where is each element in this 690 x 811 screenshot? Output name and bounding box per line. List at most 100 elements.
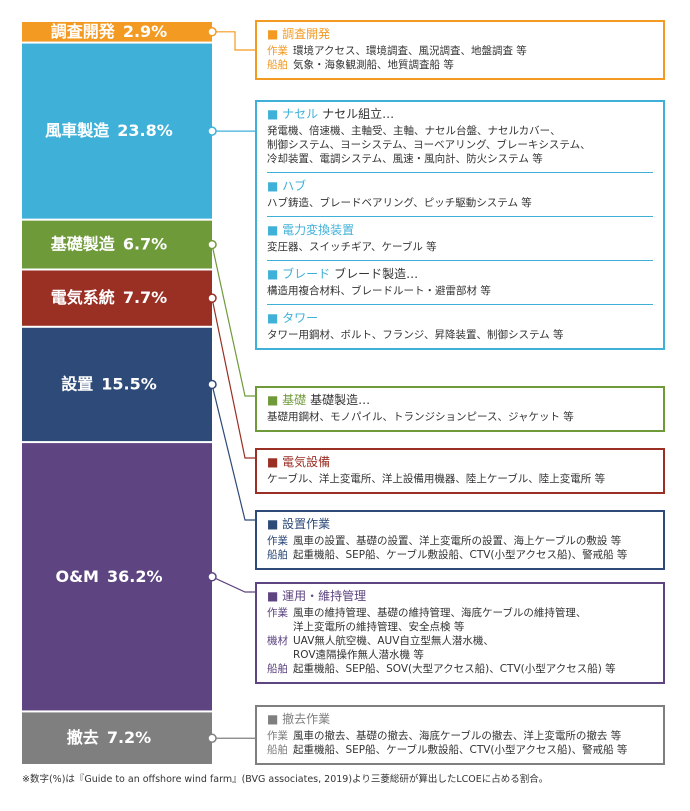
bar-segment: [22, 220, 212, 269]
section: ■ 基礎 基礎製造… 基礎用鋼材、モノパイル、トランジションピース、ジャケット 等: [267, 393, 653, 424]
section-name: 電気設備: [282, 455, 331, 469]
row-text: 風車の撤去、基礎の撤去、海底ケーブルの撤去、洋上変電所の撤去 等: [293, 729, 621, 743]
text-line: ハブ鋳造、ブレードベアリング、ピッチ駆動システム 等: [267, 197, 532, 209]
section: ■ 電気設備 ケーブル、洋上変電所、洋上設備用機器、陸上ケーブル、陸上変電所 等: [267, 455, 653, 486]
row-text: 環境アクセス、環境調査、風況調査、地盤調査 等: [293, 44, 527, 58]
row-text: 風車の維持管理、基礎の維持管理、海底ケーブルの維持管理、 洋上変電所の維持管理、安…: [293, 606, 586, 634]
category-label: 設置: [61, 374, 93, 393]
detail-box: ■ 撤去作業 作業 風車の撤去、基礎の撤去、海底ケーブルの撤去、洋上変電所の撤去 等…: [255, 705, 665, 765]
text-line: 風車の設置、基礎の設置、洋上変電所の設置、海上ケーブルの敷設 等: [293, 535, 622, 547]
row: 発電機、倍速機、主軸受、主軸、ナセル台盤、ナセルカバー、制御システム、ヨーシステ…: [267, 124, 653, 166]
detail-box: ■ 調査開発 作業 環境アクセス、環境調査、風況調査、地盤調査 等船舶 気象・海象観測…: [255, 20, 665, 80]
section: ■ ナセル ナセル組立… 発電機、倍速機、主軸受、主軸、ナセル台盤、ナセルカバー、制…: [267, 107, 653, 166]
row-label: 船舶: [267, 744, 288, 756]
row-text: 基礎用鋼材、モノパイル、トランジションピース、ジャケット 等: [267, 410, 574, 424]
segment: 電気系統 7.7%: [22, 270, 212, 326]
row-label: 作業: [267, 607, 288, 619]
row: 基礎用鋼材、モノパイル、トランジションピース、ジャケット 等: [267, 410, 653, 424]
connector: [211, 298, 255, 459]
value-label: 2.9%: [123, 21, 167, 40]
section-name: 基礎: [282, 393, 307, 407]
value-label: 36.2%: [107, 566, 163, 585]
text-line: 起重機船、SEP船、SOV(大型アクセス船)、CTV(小型アクセス船) 等: [293, 663, 616, 675]
segment: 撤去 7.2%: [22, 712, 212, 764]
text-line: 気象・海象観測船、地質調査船 等: [293, 59, 454, 71]
row-label: 船舶: [267, 59, 288, 71]
row: ハブ鋳造、ブレードベアリング、ピッチ駆動システム 等: [267, 196, 653, 210]
segment: 風車製造 23.8%: [22, 43, 212, 219]
section-title: ■ ブレード ブレード製造…: [267, 267, 653, 281]
section: ■ 撤去作業 作業 風車の撤去、基礎の撤去、海底ケーブルの撤去、洋上変電所の撤去 等…: [267, 712, 653, 757]
category-label: 風車製造: [45, 121, 110, 140]
section-subtitle: ブレード製造…: [334, 267, 419, 281]
text-line: ROV遠隔操作無人潜水機 等: [293, 649, 424, 661]
section-title: ■ 撤去作業: [267, 712, 653, 726]
row-label: 船舶: [267, 549, 288, 561]
section-name: 電力変換装置: [282, 223, 355, 237]
row-label: 船舶: [267, 663, 288, 675]
connector-dot: [207, 293, 217, 303]
category-label: 撤去: [67, 728, 99, 747]
bar-segment: [22, 270, 212, 326]
row-text: ケーブル、洋上変電所、洋上設備用機器、陸上ケーブル、陸上変電所 等: [267, 472, 605, 486]
row-text: 発電機、倍速機、主軸受、主軸、ナセル台盤、ナセルカバー、制御システム、ヨーシステ…: [267, 124, 591, 166]
detail-box: ■ 運用・維持管理 作業 風車の維持管理、基礎の維持管理、海底ケーブルの維持管理、洋…: [255, 582, 665, 684]
connector: [212, 31, 255, 51]
section-subtitle: 基礎製造…: [310, 393, 371, 407]
section-title: ■ ハブ: [267, 179, 653, 193]
section-title: ■ ナセル ナセル組立…: [267, 107, 653, 121]
row-label: 作業: [267, 730, 288, 742]
bar-segment: [22, 443, 212, 711]
category-label: 電気系統: [51, 288, 115, 307]
row-text: 変圧器、スイッチギア、ケーブル 等: [267, 240, 437, 254]
section-subtitle: ナセル組立…: [322, 107, 395, 121]
row-text: 起重機船、SEP船、ケーブル敷設船、CTV(小型アクセス船)、警戒船 等: [293, 743, 627, 757]
text-line: ケーブル、洋上変電所、洋上設備用機器、陸上ケーブル、陸上変電所 等: [267, 473, 606, 485]
row: 船舶 起重機船、SEP船、ケーブル敷設船、CTV(小型アクセス船)、警戒船 等: [267, 743, 653, 757]
square-icon: ■: [267, 27, 283, 41]
segment: 基礎製造 6.7%: [22, 220, 212, 269]
text-line: UAV無人航空機、AUV自立型無人潜水機、: [293, 635, 494, 647]
section-name: 撤去作業: [282, 712, 331, 726]
detail-box: ■ 基礎 基礎製造… 基礎用鋼材、モノパイル、トランジションピース、ジャケット 等: [255, 386, 665, 432]
row-label: 作業: [267, 535, 288, 547]
category-label: O&M: [56, 566, 99, 585]
row-label: 機材: [267, 635, 288, 647]
segment: O&M 36.2%: [22, 443, 212, 711]
segment-label: 電気系統 7.7%: [51, 288, 167, 307]
connector-dot: [207, 239, 217, 250]
bar-segment: [22, 712, 212, 764]
text-line: 構造用複合材料、ブレードルート・避雷部材 等: [267, 285, 491, 297]
bar-segment: [22, 327, 212, 442]
section: ■ 設置作業 作業 風車の設置、基礎の設置、洋上変電所の設置、海上ケーブルの敷設 等…: [267, 517, 653, 562]
connector: [211, 384, 255, 521]
segment: 設置 15.5%: [22, 327, 212, 442]
text-line: 発電機、倍速機、主軸受、主軸、ナセル台盤、ナセルカバー、: [267, 125, 561, 137]
category-label: 基礎製造: [50, 234, 116, 253]
row: 船舶 起重機船、SEP船、SOV(大型アクセス船)、CTV(小型アクセス船) 等: [267, 662, 653, 676]
text-line: 起重機船、SEP船、ケーブル敷設船、CTV(小型アクセス船)、警戒船 等: [293, 549, 628, 561]
connector-dot: [207, 379, 217, 390]
section-title: ■ 電力変換装置: [267, 223, 653, 237]
square-icon: ■: [267, 223, 283, 237]
value-label: 6.7%: [123, 234, 167, 253]
row: ケーブル、洋上変電所、洋上設備用機器、陸上ケーブル、陸上変電所 等: [267, 472, 653, 486]
row: 構造用複合材料、ブレードルート・避雷部材 等: [267, 284, 653, 298]
section-name: ハブ: [282, 179, 307, 193]
square-icon: ■: [267, 179, 283, 193]
square-icon: ■: [267, 589, 283, 603]
square-icon: ■: [267, 393, 283, 407]
section: ■ 調査開発 作業 環境アクセス、環境調査、風況調査、地盤調査 等船舶 気象・海象観測…: [267, 27, 653, 72]
text-line: 制御システム、ヨーシステム、ヨーベアリング、ブレーキシステム、: [267, 139, 591, 151]
section-title: ■ 設置作業: [267, 517, 653, 531]
value-label: 7.2%: [107, 728, 151, 747]
section-name: ブレード: [282, 267, 331, 281]
section: ■ ハブハブ鋳造、ブレードベアリング、ピッチ駆動システム 等: [267, 172, 653, 210]
row: 船舶 気象・海象観測船、地質調査船 等: [267, 58, 653, 72]
row-text: 気象・海象観測船、地質調査船 等: [293, 58, 454, 72]
connector: [211, 244, 255, 397]
category-label: 調査開発: [51, 21, 116, 40]
text-line: 風車の撤去、基礎の撤去、海底ケーブルの撤去、洋上変電所の撤去 等: [293, 730, 622, 742]
row: 作業 環境アクセス、環境調査、風況調査、地盤調査 等: [267, 44, 653, 58]
